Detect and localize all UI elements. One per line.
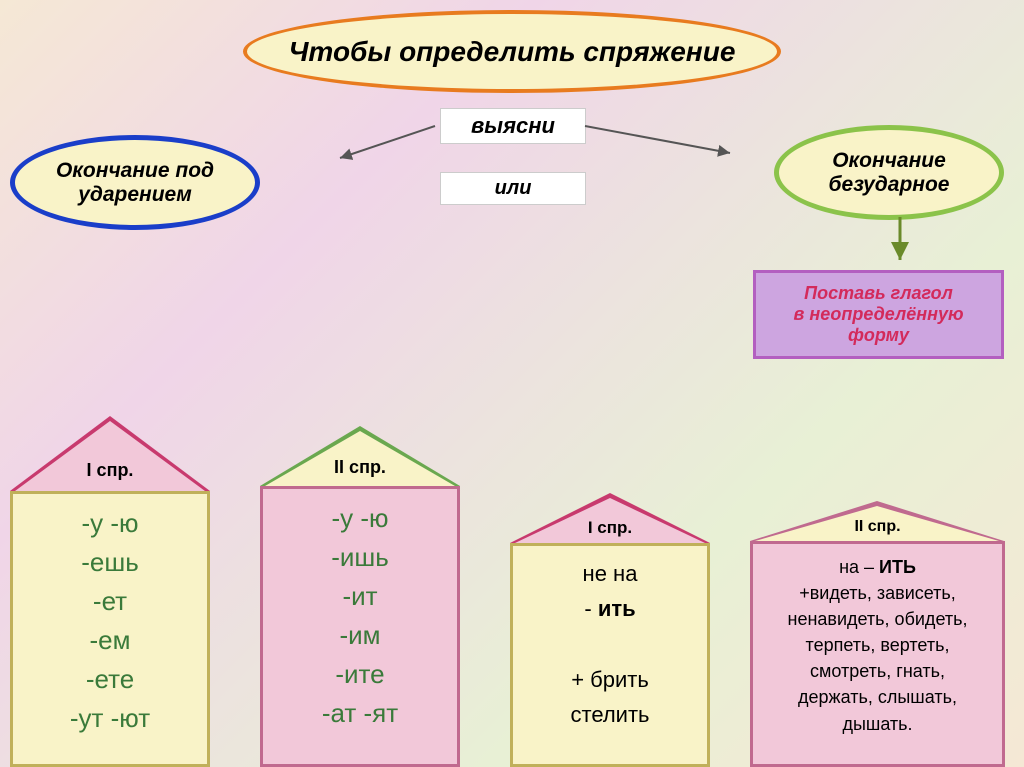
h1l1: -ешь [19, 543, 201, 582]
h2l0: -у -ю [269, 499, 451, 538]
house4-label: II спр. [854, 518, 900, 536]
h2l4: -ите [269, 655, 451, 694]
purple-line1: Поставь глагол [804, 283, 953, 303]
house3-label: I спр. [588, 518, 632, 538]
title-oval: Чтобы определить спряжение [243, 10, 781, 93]
purple-line3: форму [848, 325, 909, 345]
house-2: II спр. -у -ю -ишь -ит -им -ите -ат -ят [260, 426, 460, 767]
left-oval: Окончание под ударением [10, 135, 260, 230]
house-3: I спр. не на- ить+ бритьстелить [510, 493, 710, 767]
h1l3: -ем [19, 621, 201, 660]
arrow-right [580, 118, 740, 168]
house-4: II спр. на – ИТЬ+видеть, зависеть,ненави… [750, 501, 1005, 767]
h1l0: -у -ю [19, 504, 201, 543]
right-oval: Окончание безударное [774, 125, 1004, 220]
house2-label: II спр. [334, 457, 386, 478]
title-text: Чтобы определить спряжение [289, 36, 736, 68]
arrow-left [330, 118, 440, 168]
ili-text: или [495, 177, 532, 199]
purple-line2: в неопределённую [793, 304, 963, 324]
h2l2: -ит [269, 577, 451, 616]
house4-body: на – ИТЬ+видеть, зависеть,ненавидеть, об… [750, 541, 1005, 767]
h1l4: -ете [19, 660, 201, 699]
house1-body: -у -ю -ешь -ет -ем -ете -ут -ют [10, 491, 210, 767]
arrow-down [885, 215, 915, 270]
house2-body: -у -ю -ишь -ит -им -ите -ат -ят [260, 486, 460, 767]
house3-body: не на- ить+ бритьстелить [510, 543, 710, 767]
h2l1: -ишь [269, 538, 451, 577]
vyasni-text: выясни [471, 113, 555, 138]
vyasni-box: выясни [440, 108, 586, 144]
ili-box: или [440, 172, 586, 205]
left-oval-line1: Окончание под [56, 159, 214, 182]
left-oval-line2: ударением [78, 183, 192, 206]
h1l2: -ет [19, 582, 201, 621]
purple-box: Поставь глагол в неопределённую форму [753, 270, 1004, 359]
house1-label: I спр. [87, 460, 134, 481]
house-1: I спр. -у -ю -ешь -ет -ем -ете -ут -ют [10, 416, 210, 767]
h1l5: -ут -ют [19, 699, 201, 738]
right-oval-line2: безударное [829, 173, 950, 196]
right-oval-line1: Окончание [832, 149, 946, 172]
h2l5: -ат -ят [269, 694, 451, 733]
h2l3: -им [269, 616, 451, 655]
